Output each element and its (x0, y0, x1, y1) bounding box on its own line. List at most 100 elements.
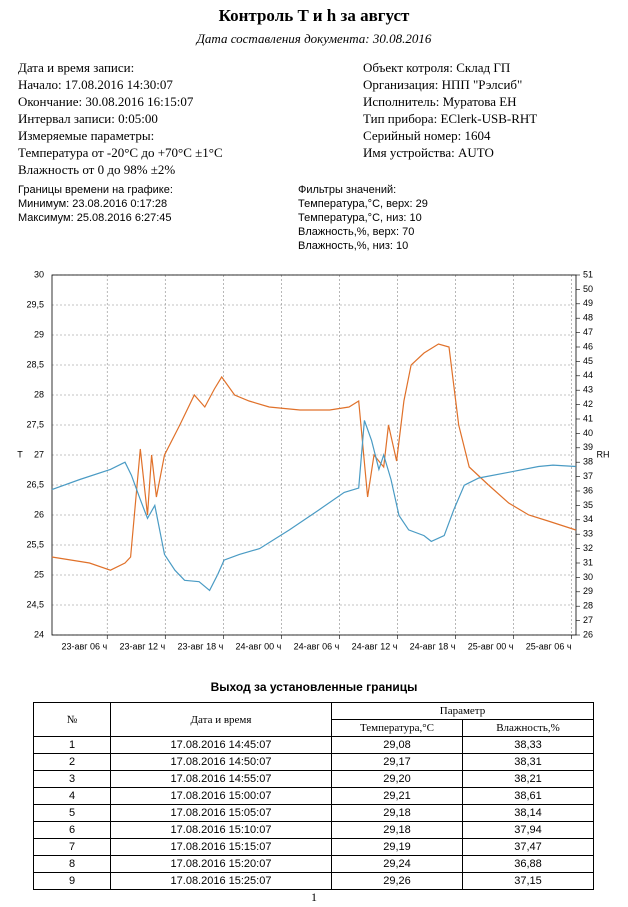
y2-tick-label: 46 (583, 341, 593, 351)
table-header: Влажность,% (462, 719, 594, 737)
info-line: Тип прибора: EClerk-USB-RHT (363, 111, 538, 126)
y2-tick-label: 45 (583, 356, 593, 366)
table-row: 3 17.08.2016 14:55:07 29,20 38,21 (33, 770, 594, 788)
x-tick-label: 25-авг 06 ч (526, 641, 572, 651)
table-cell: 4 (33, 787, 111, 805)
y-tick-label: 29,5 (26, 299, 44, 309)
y-tick-label: 24,5 (26, 599, 44, 609)
y2-tick-label: 39 (583, 442, 593, 452)
plot-frame (51, 274, 577, 636)
y2-tick-label: 43 (583, 385, 593, 395)
y2-tick-label: 27 (583, 615, 593, 625)
table-cell: 37,94 (462, 821, 594, 839)
info-line: Серийный номер: 1604 (363, 128, 491, 143)
y2-tick-label: 28 (583, 601, 593, 611)
info-line: Температура от -20°C до +70°C ±1°C (18, 145, 223, 160)
y-axis-label: T (17, 449, 23, 459)
table-cell: 17.08.2016 15:10:07 (110, 821, 332, 839)
y2-tick-label: 40 (583, 428, 593, 438)
table-header: № (33, 702, 111, 737)
table-header: Температура,°C (331, 719, 463, 737)
info-line: Температура,°С, верх: 29 (298, 198, 428, 210)
table-header: Параметр (331, 702, 594, 720)
table-cell: 29,26 (331, 872, 463, 890)
y2-tick-label: 41 (583, 413, 593, 423)
x-tick-label: 25-авг 00 ч (468, 641, 514, 651)
info-line: Измеряемые параметры: (18, 128, 155, 143)
table-cell: 9 (33, 872, 111, 890)
y2-tick-label: 42 (583, 399, 593, 409)
info-right: Объект котроля: Склад ГП Организация: НПП… (363, 59, 537, 161)
x-tick-label: 24-авг 18 ч (410, 641, 456, 651)
table-cell: 6 (33, 821, 111, 839)
y-tick-label: 25,5 (26, 539, 44, 549)
table-cell: 17.08.2016 14:50:07 (110, 753, 332, 771)
y2-tick-label: 34 (583, 514, 593, 524)
x-tick-label: 24-авг 12 ч (352, 641, 398, 651)
x-tick-label: 24-авг 06 ч (294, 641, 340, 651)
y2-tick-label: 49 (583, 298, 593, 308)
filters: Фильтры значений: Температура,°С, верх: 2… (298, 183, 428, 253)
info-line: Влажность,%, верх: 70 (298, 226, 415, 238)
doc-subtitle: Дата составления документа: 30.08.2016 (196, 31, 432, 46)
chart: 24 24,5 25 25,5 26 26,5 27 27,5 28 28,5 29 29,5 30 26… (17, 269, 609, 651)
table-row: 4 17.08.2016 15:00:07 29,21 38,61 (33, 787, 594, 805)
doc-title: Контроль T и h за август (218, 6, 410, 25)
y-tick-label: 27 (34, 449, 44, 459)
table-row: 5 17.08.2016 15:05:07 29,18 38,14 (33, 804, 594, 822)
table-cell: 37,15 (462, 872, 594, 890)
data-line (51, 420, 576, 592)
y-tick-label: 27,5 (26, 419, 44, 429)
table-row: 8 17.08.2016 15:20:07 29,24 36,88 (33, 855, 594, 873)
table-cell: 38,33 (462, 736, 594, 754)
page-number: 1 (311, 890, 317, 904)
y-tick-label: 30 (34, 269, 44, 279)
y2-tick-label: 32 (583, 543, 593, 553)
y2-tick-label: 50 (583, 284, 593, 294)
info-line: Начало: 17.08.2016 14:30:07 (18, 77, 173, 92)
info-line: Влажность,%, низ: 10 (298, 240, 409, 252)
table-cell: 17.08.2016 14:55:07 (110, 770, 332, 788)
table-cell: 29,20 (331, 770, 463, 788)
data-line (51, 343, 577, 571)
y2-tick-label: 31 (583, 557, 593, 567)
y2-tick-label: 38 (583, 457, 593, 467)
table-cell: 7 (33, 838, 111, 856)
y2-tick-label: 44 (583, 370, 593, 380)
info-line: Границы времени на графике: (18, 184, 173, 196)
table-cell: 29,19 (331, 838, 463, 856)
table-cell: 38,61 (462, 787, 594, 805)
table-row: 1 17.08.2016 14:45:07 29,08 38,33 (33, 736, 594, 754)
info-line: Температура,°С, низ: 10 (298, 212, 422, 224)
y2-tick-label: 36 (583, 485, 593, 495)
table-cell: 8 (33, 855, 111, 873)
y2-tick-label: 51 (583, 269, 593, 279)
table-cell: 17.08.2016 15:00:07 (110, 787, 332, 805)
table-cell: 17.08.2016 15:25:07 (110, 872, 332, 890)
info-line: Исполнитель: Муратова ЕН (363, 94, 517, 109)
table-cell: 38,21 (462, 770, 594, 788)
table-row: 9 17.08.2016 15:25:07 29,26 37,15 (33, 872, 594, 890)
table-cell: 29,18 (331, 821, 463, 839)
table-cell: 17.08.2016 15:20:07 (110, 855, 332, 873)
table-row: 7 17.08.2016 15:15:07 29,19 37,47 (33, 838, 594, 856)
y2-tick-label: 33 (583, 529, 593, 539)
table-cell: 1 (33, 736, 111, 754)
y-tick-label: 28 (34, 389, 44, 399)
table-cell: 29,18 (331, 804, 463, 822)
y2-tick-label: 29 (583, 586, 593, 596)
table-row: 6 17.08.2016 15:10:07 29,18 37,94 (33, 821, 594, 839)
table-cell: 29,24 (331, 855, 463, 873)
y2-tick-label: 30 (583, 572, 593, 582)
y2-tick-label: 47 (583, 327, 593, 337)
y-tick-label: 25 (34, 569, 44, 579)
table-title: Выход за установленные границы (210, 680, 418, 694)
info-line: Объект котроля: Склад ГП (363, 60, 511, 75)
y2-tick-label: 48 (583, 313, 593, 323)
table-cell: 17.08.2016 15:15:07 (110, 838, 332, 856)
table-cell: 38,31 (462, 753, 594, 771)
x-tick-label: 23-авг 12 ч (119, 641, 165, 651)
info-line: Минимум: 23.08.2016 0:17:28 (18, 198, 168, 210)
info-line: Интервал записи: 0:05:00 (18, 111, 158, 126)
info-line: Максимум: 25.08.2016 6:27:45 (18, 212, 172, 224)
